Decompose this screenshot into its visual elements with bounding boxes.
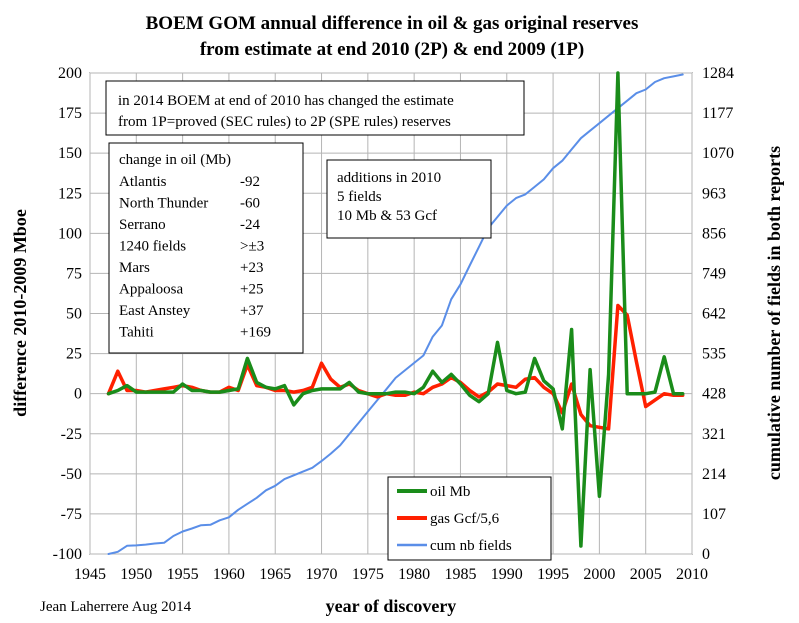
y-left-tick-label: 150 xyxy=(58,145,82,162)
x-tick-label: 1960 xyxy=(213,566,245,583)
left-axis-ticks: -100 -75 -50 -25 0 25 50 75 100 125 150 175 200 xyxy=(53,65,82,563)
y-right-tick-label: 214 xyxy=(702,466,726,483)
legend-label: cum nb fields xyxy=(430,538,512,554)
series-line-cum-nb-fields xyxy=(107,73,684,555)
y-right-tick-label: 963 xyxy=(702,185,726,202)
y-right-tick-label: 321 xyxy=(702,426,726,443)
oil-box-row-name: North Thunder xyxy=(119,196,208,212)
legend: oil Mb gas Gcf/5,6 cum nb fields xyxy=(387,476,552,561)
y-left-tick-label: 75 xyxy=(66,265,82,282)
y-left-tick-label: 50 xyxy=(66,306,82,323)
x-tick-label: 1980 xyxy=(398,566,430,583)
x-tick-label: 1985 xyxy=(444,566,476,583)
oil-box-row-value: >±3 xyxy=(240,239,264,255)
y-right-tick-label: 1177 xyxy=(702,105,733,122)
x-tick-label: 2010 xyxy=(676,566,708,583)
oil-box-row-value: -60 xyxy=(240,196,260,212)
legend-label: oil Mb xyxy=(430,484,470,500)
oil-box-row-name: Atlantis xyxy=(119,174,167,190)
x-tick-label: 2005 xyxy=(630,566,662,583)
oil-box-row-value: +23 xyxy=(240,260,263,276)
annotation-top-box: in 2014 BOEM at end of 2010 has changed … xyxy=(105,80,525,136)
x-axis-ticks: 1945 1950 1955 1960 1965 1970 1975 1980 1985 1990… xyxy=(74,566,708,583)
annotation-top-line1: in 2014 BOEM at end of 2010 has changed … xyxy=(118,93,454,109)
oil-box-row-name: 1240 fields xyxy=(119,239,186,255)
x-tick-label: 1950 xyxy=(120,566,152,583)
oil-box-row-value: +25 xyxy=(240,282,263,298)
oil-box-row-value: +169 xyxy=(240,325,271,341)
y-right-tick-label: 1284 xyxy=(702,65,734,82)
y-left-tick-label: 0 xyxy=(74,386,82,403)
legend-label: gas Gcf/5,6 xyxy=(430,511,500,527)
chart-title-line2: from estimate at end 2010 (2P) & end 200… xyxy=(200,39,584,60)
oil-box-row-name: Tahiti xyxy=(119,325,154,341)
y-left-tick-label: 125 xyxy=(58,185,82,202)
x-tick-label: 2000 xyxy=(583,566,615,583)
y-right-tick-label: 428 xyxy=(702,386,726,403)
oil-box-row-name: Appaloosa xyxy=(119,282,183,298)
additions-line1: additions in 2010 xyxy=(337,170,441,186)
series-layer xyxy=(106,71,685,555)
y-left-tick-label: 25 xyxy=(66,346,82,363)
oil-box-row-name: Serrano xyxy=(119,217,166,233)
x-tick-label: 1995 xyxy=(537,566,569,583)
x-tick-label: 1990 xyxy=(491,566,523,583)
y-left-tick-label: -50 xyxy=(61,466,82,483)
annotation-oil-box: change in oil (Mb) Atlantis -92 North Thun… xyxy=(108,142,304,354)
y-left-tick-label: -25 xyxy=(61,426,82,443)
y-left-tick-label: 100 xyxy=(58,225,82,242)
annotation-additions-box: additions in 2010 5 fields 10 Mb & 53 Gc… xyxy=(326,159,492,239)
credit-text: Jean Laherrere Aug 2014 xyxy=(40,599,192,615)
oil-box-row-value: -92 xyxy=(240,174,260,190)
y-right-tick-label: 1070 xyxy=(702,145,734,162)
x-tick-label: 1945 xyxy=(74,566,106,583)
additions-line3: 10 Mb & 53 Gcf xyxy=(337,208,437,224)
y-right-tick-label: 0 xyxy=(702,546,710,563)
x-tick-label: 1975 xyxy=(352,566,384,583)
chart-title-line1: BOEM GOM annual difference in oil & gas … xyxy=(146,13,639,34)
x-tick-label: 1955 xyxy=(167,566,199,583)
series-line-oil-mb xyxy=(106,71,685,548)
y-right-tick-label: 749 xyxy=(702,265,726,282)
y-right-tick-label: 856 xyxy=(702,225,726,242)
oil-box-row-value: -24 xyxy=(240,217,260,233)
y-right-tick-label: 107 xyxy=(702,506,726,523)
y-right-tick-label: 535 xyxy=(702,346,726,363)
y-right-tick-label: 642 xyxy=(702,306,726,323)
y-left-tick-label: 175 xyxy=(58,105,82,122)
y-axis-left-label: difference 2010-2009 Mboe xyxy=(10,209,30,417)
x-tick-label: 1965 xyxy=(259,566,291,583)
y-axis-right-label: cumulative number of fields in both repo… xyxy=(764,146,784,480)
oil-box-header: change in oil (Mb) xyxy=(119,152,231,168)
oil-box-row-name: East Anstey xyxy=(119,303,191,319)
y-left-tick-label: 200 xyxy=(58,65,82,82)
x-tick-label: 1970 xyxy=(306,566,338,583)
right-axis-ticks: 0 107 214 321 428 535 642 749 856 963 1070 1177 1284 xyxy=(702,65,734,563)
oil-box-row-value: +37 xyxy=(240,303,264,319)
annotation-top-line2: from 1P=proved (SEC rules) to 2P (SPE ru… xyxy=(118,114,451,130)
oil-box-row-name: Mars xyxy=(119,260,150,276)
additions-line2: 5 fields xyxy=(337,189,382,205)
y-left-tick-label: -75 xyxy=(61,506,82,523)
y-left-tick-label: -100 xyxy=(53,546,82,563)
x-axis-label: year of discovery xyxy=(326,596,457,616)
